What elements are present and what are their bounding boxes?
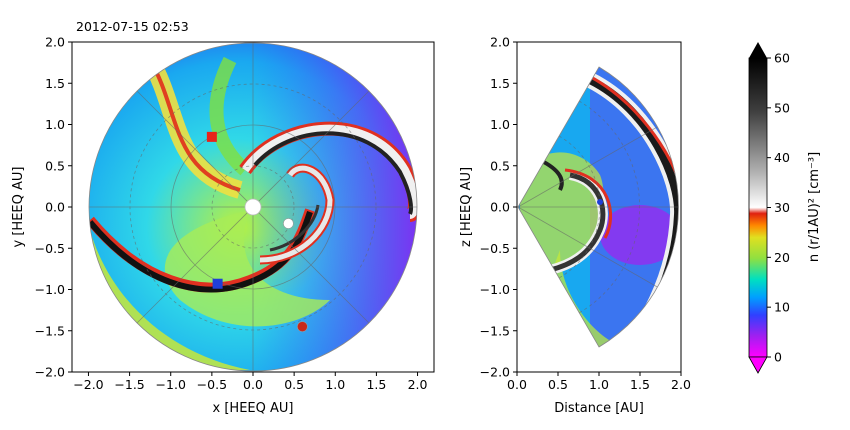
earth-marker [597, 199, 603, 205]
colorbar-gradient [748, 57, 768, 358]
equatorial-ytick-label: −2.0 [35, 365, 65, 380]
equatorial-ytick-label: 0.0 [45, 200, 65, 215]
colorbar-tick-label: 40 [774, 150, 790, 165]
colorbar-upper-extend [749, 42, 767, 58]
meridional-ytick-label: −0.5 [480, 241, 510, 256]
colorbar-lower-extend [748, 356, 768, 374]
equatorial-ytick-label: 2.0 [45, 35, 65, 50]
domain-boundary [88, 42, 418, 372]
equatorial-ytick-label: 1.5 [45, 76, 65, 91]
spacecraft-circle-marker [297, 321, 308, 332]
spacecraft-circle-marker [283, 218, 294, 229]
meridional-xtick-label: 0.5 [548, 377, 568, 392]
timestamp-label: 2012-07-15 02:53 [76, 19, 189, 34]
equatorial-ytick-label: 0.5 [45, 158, 65, 173]
equatorial-ytick-label: −1.0 [35, 282, 65, 297]
colorbar-tick-label: 20 [774, 250, 790, 265]
meridional-x-ticks: 0.0 0.5 1.0 1.5 2.0 [507, 372, 691, 392]
spacecraft-square-marker [206, 131, 217, 142]
colorbar-tick-label: 30 [774, 200, 790, 215]
equatorial-xtick-label: 2.0 [408, 377, 428, 392]
meridional-xtick-label: 2.0 [671, 377, 691, 392]
meridional-ytick-label: −1.5 [480, 323, 510, 338]
meridional-ytick-label: −2.0 [480, 365, 510, 380]
colorbar-tick-label: 50 [774, 100, 790, 115]
equatorial-xtick-label: 0.0 [243, 377, 263, 392]
colorbar-tick-label: 10 [774, 300, 790, 315]
equatorial-ytick-label: 1.0 [45, 117, 65, 132]
equatorial-x-label: x [HEEQ AU] [213, 401, 294, 416]
equatorial-xtick-label: −2.0 [73, 377, 103, 392]
equatorial-ytick-label: −0.5 [35, 241, 65, 256]
meridional-density-map [518, 67, 679, 347]
meridional-xtick-label: 1.0 [589, 377, 609, 392]
colorbar-tick-label: 0 [774, 350, 782, 365]
spacecraft-markers [206, 131, 308, 332]
meridional-ytick-label: 1.5 [490, 76, 510, 91]
equatorial-xtick-label: 1.0 [325, 377, 345, 392]
meridional-y-ticks: −2.0 −1.5 −1.0 −0.5 0.0 0.5 1.0 1.5 2.0 [480, 35, 517, 380]
colorbar: 0 10 20 30 40 50 60 n (r/1AU)² [cm⁻³] [748, 42, 822, 374]
meridional-y-label: z [HEEQ AU] [459, 167, 474, 247]
equatorial-xtick-label: −1.5 [114, 377, 144, 392]
equatorial-xtick-label: −0.5 [197, 377, 227, 392]
colorbar-ticks: 0 10 20 30 40 50 60 [767, 51, 790, 365]
equatorial-y-label: y [HEEQ AU] [11, 167, 26, 248]
equatorial-x-ticks: −2.0 −1.5 −1.0 −0.5 0.0 0.5 1.0 1.5 2.0 [73, 372, 428, 392]
meridional-ytick-label: 0.0 [490, 200, 510, 215]
sun-marker [244, 198, 262, 216]
equatorial-y-ticks: −2.0 −1.5 −1.0 −0.5 0.0 0.5 1.0 1.5 2.0 [35, 35, 72, 380]
spacecraft-square-marker [212, 278, 223, 289]
equatorial-xtick-label: −1.0 [156, 377, 186, 392]
meridional-ytick-label: 2.0 [490, 35, 510, 50]
equatorial-xtick-label: 1.5 [366, 377, 386, 392]
colorbar-label: n (r/1AU)² [cm⁻³] [807, 152, 822, 262]
equatorial-ytick-label: −1.5 [35, 323, 65, 338]
meridional-ytick-label: −1.0 [480, 282, 510, 297]
equatorial-xtick-label: 0.5 [284, 377, 304, 392]
colorbar-tick-label: 60 [774, 51, 790, 66]
meridional-wedge-boundary [517, 66, 679, 348]
meridional-x-label: Distance [AU] [554, 401, 644, 416]
meridional-ytick-label: 0.5 [490, 158, 510, 173]
meridional-xtick-label: 0.0 [507, 377, 527, 392]
meridional-ytick-label: 1.0 [490, 117, 510, 132]
meridional-xtick-label: 1.5 [630, 377, 650, 392]
